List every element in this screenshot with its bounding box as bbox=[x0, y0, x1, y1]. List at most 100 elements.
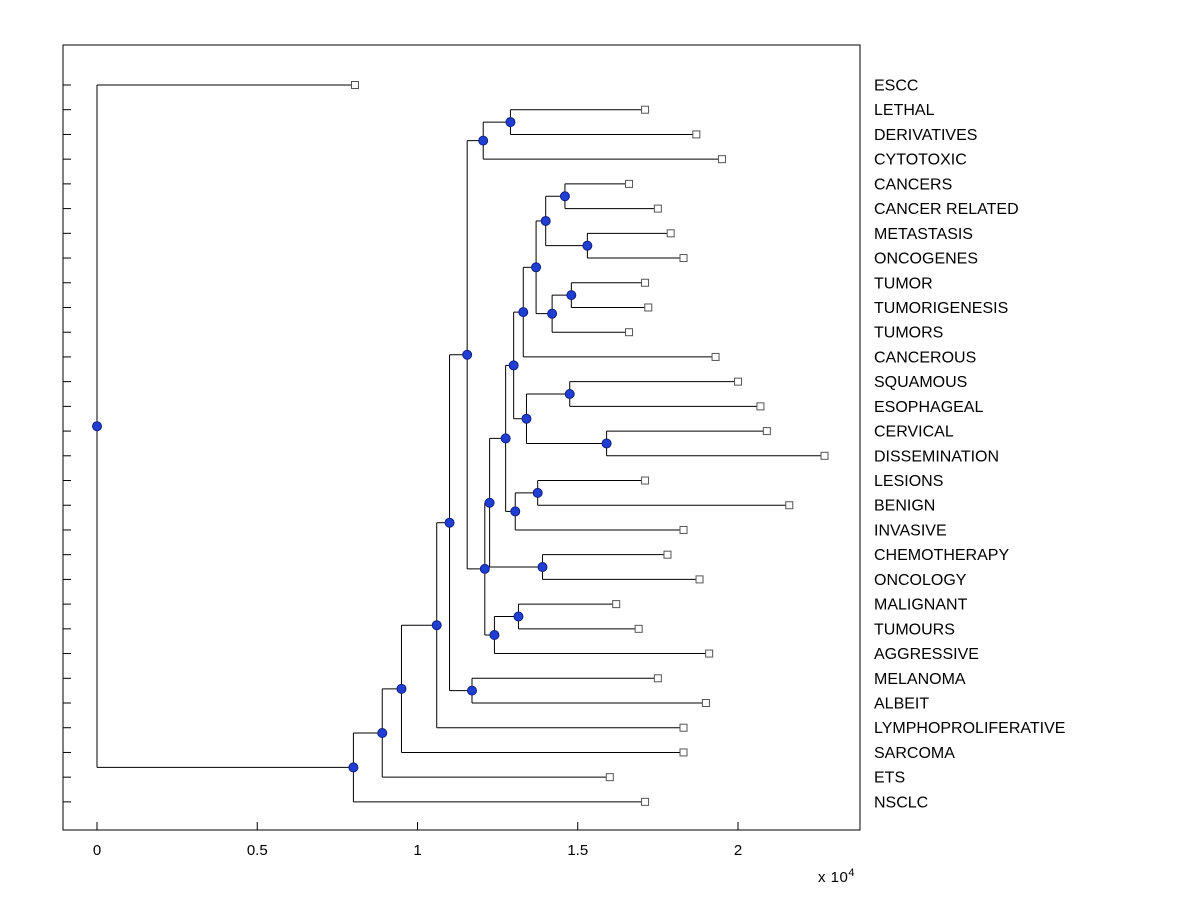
branch-node-marker bbox=[431, 620, 442, 631]
leaf-label: SQUAMOUS bbox=[874, 374, 967, 391]
branch-node-marker bbox=[547, 308, 558, 319]
x-tick-label: 0.5 bbox=[247, 842, 268, 859]
branch-node-marker bbox=[508, 360, 519, 371]
branch-node-marker bbox=[531, 262, 542, 273]
branch-node-marker bbox=[537, 562, 548, 573]
branch-node-marker bbox=[505, 117, 516, 128]
leaf-marker bbox=[351, 81, 360, 89]
leaf-label: CERVICAL bbox=[874, 424, 954, 441]
x-tick-label: 1.5 bbox=[567, 842, 588, 859]
branch-node-marker bbox=[564, 389, 575, 399]
branch-node-marker bbox=[566, 290, 577, 301]
branch-node-marker bbox=[540, 215, 551, 226]
leaf-label: NSCLC bbox=[874, 794, 928, 811]
branch-node-marker bbox=[348, 762, 359, 773]
branch-node-marker bbox=[500, 433, 511, 444]
leaf-marker bbox=[634, 624, 643, 633]
branch-node-marker bbox=[92, 421, 102, 432]
leaf-label: INVASIVE bbox=[874, 522, 947, 539]
leaf-marker bbox=[605, 773, 614, 782]
leaf-marker bbox=[625, 328, 634, 337]
branch-node-marker bbox=[559, 191, 570, 202]
leaf-label: ESCC bbox=[874, 78, 918, 95]
leaf-marker bbox=[679, 525, 688, 534]
branch-node-marker bbox=[484, 497, 495, 508]
leaf-label: ONCOLOGY bbox=[874, 572, 967, 589]
branch-node-marker bbox=[532, 487, 543, 498]
branch-node-marker bbox=[601, 438, 612, 449]
branch-node-marker bbox=[518, 307, 529, 318]
leaf-marker bbox=[701, 699, 710, 707]
leaf-label: TUMOURS bbox=[874, 621, 955, 638]
leaf-label: SARCOMA bbox=[874, 745, 955, 762]
leaf-label: MALIGNANT bbox=[874, 597, 968, 614]
leaf-marker bbox=[679, 254, 688, 263]
leaf-marker bbox=[692, 130, 701, 139]
branch-node-marker bbox=[462, 349, 473, 360]
branch-node-marker bbox=[466, 685, 477, 696]
leaf-marker bbox=[717, 155, 726, 164]
leaf-marker bbox=[641, 105, 650, 114]
branch-node-marker bbox=[513, 611, 524, 622]
plot-box bbox=[62, 44, 861, 831]
leaf-marker bbox=[653, 204, 662, 213]
leaf-label: BENIGN bbox=[874, 498, 935, 515]
leaf-marker bbox=[644, 303, 653, 312]
branch-node-marker bbox=[444, 517, 455, 528]
leaf-marker bbox=[820, 451, 829, 460]
leaf-marker bbox=[785, 501, 794, 510]
leaf-label: DERIVATIVES bbox=[874, 127, 977, 144]
leaf-marker bbox=[705, 649, 714, 658]
leaf-label: ONCOGENES bbox=[874, 251, 978, 268]
axis-multiplier-label: x 104 bbox=[818, 867, 855, 886]
branch-node-marker bbox=[521, 413, 532, 424]
leaf-label: ETS bbox=[874, 770, 905, 787]
branch-node-marker bbox=[396, 683, 407, 694]
x-tick-label: 2 bbox=[734, 842, 742, 859]
leaf-marker bbox=[711, 352, 720, 361]
leaf-label: ESOPHAGEAL bbox=[874, 399, 983, 416]
leaf-label: MELANOMA bbox=[874, 671, 966, 688]
leaf-marker bbox=[734, 377, 742, 386]
leaf-label: TUMORIGENESIS bbox=[874, 300, 1008, 317]
leaf-label: METASTASIS bbox=[874, 226, 973, 243]
leaf-marker bbox=[756, 402, 765, 411]
leaf-label: LYMPHOPROLIFERATIVE bbox=[874, 720, 1065, 737]
leaf-label: DISSEMINATION bbox=[874, 448, 999, 465]
leaf-marker bbox=[641, 278, 650, 287]
axis-multiplier-base: x 10 bbox=[818, 869, 849, 886]
leaf-label: LESIONS bbox=[874, 473, 943, 490]
leaf-marker bbox=[641, 476, 650, 485]
leaf-marker bbox=[641, 797, 650, 806]
leaf-label: TUMORS bbox=[874, 325, 943, 342]
leaf-marker bbox=[679, 748, 688, 757]
leaf-marker bbox=[762, 427, 771, 436]
leaf-marker bbox=[666, 229, 675, 238]
leaf-label: LETHAL bbox=[874, 102, 935, 119]
branch-node-marker bbox=[479, 563, 490, 574]
leaf-label: AGGRESSIVE bbox=[874, 646, 979, 663]
leaf-label: TUMOR bbox=[874, 275, 933, 292]
axis-multiplier-exponent: 4 bbox=[848, 867, 855, 879]
leaf-marker bbox=[663, 550, 672, 559]
leaf-marker bbox=[653, 674, 662, 683]
branch-node-marker bbox=[489, 630, 500, 641]
leaf-marker bbox=[679, 723, 688, 732]
leaf-label: CANCER RELATED bbox=[874, 201, 1019, 218]
x-tick-label: 0 bbox=[93, 842, 101, 859]
branch-node-marker bbox=[377, 727, 388, 738]
leaf-label: CYTOTOXIC bbox=[874, 152, 967, 169]
x-tick-label: 1 bbox=[413, 842, 421, 859]
branch-node-marker bbox=[582, 240, 593, 251]
branch-node-marker bbox=[478, 135, 489, 146]
leaf-marker bbox=[625, 179, 634, 188]
leaf-marker bbox=[695, 575, 704, 584]
leaf-label: ALBEIT bbox=[874, 696, 929, 713]
leaf-label: CANCEROUS bbox=[874, 349, 976, 366]
leaf-marker bbox=[612, 600, 621, 609]
leaf-label: CHEMOTHERAPY bbox=[874, 547, 1009, 564]
leaf-label: CANCERS bbox=[874, 176, 952, 193]
branch-node-marker bbox=[510, 506, 521, 517]
